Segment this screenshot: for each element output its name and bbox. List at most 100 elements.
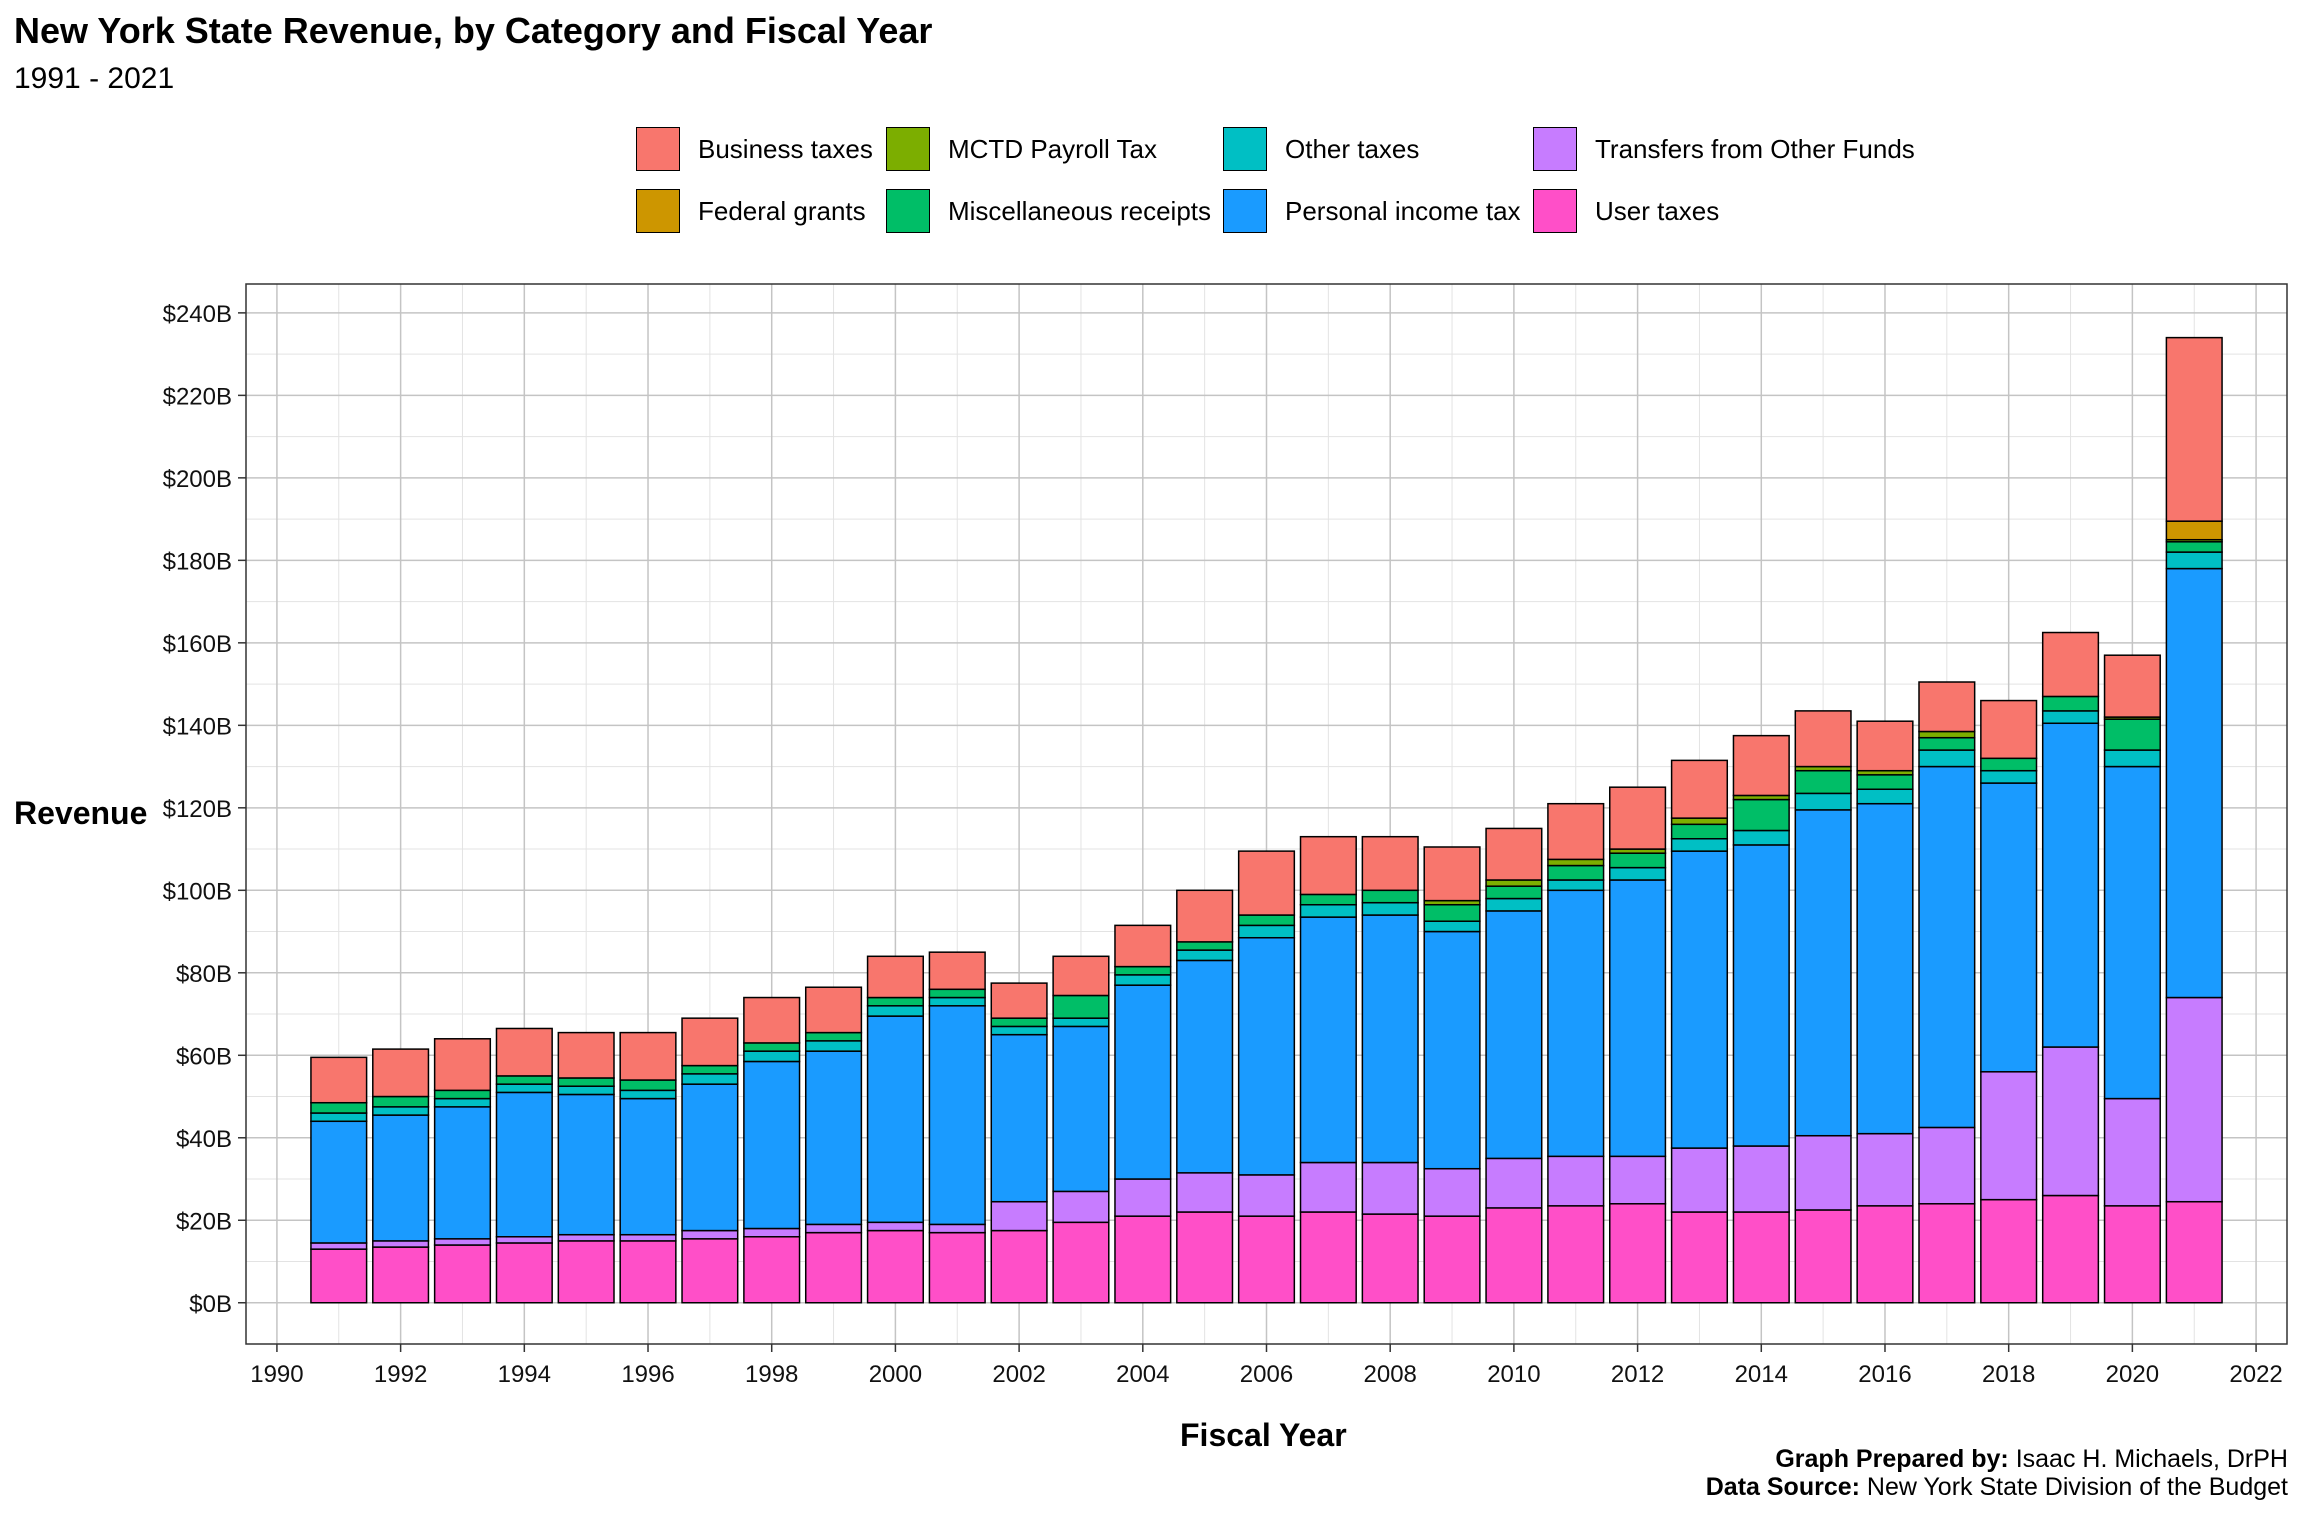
bar-segment [310,1101,368,1114]
bar-segment [866,1221,924,1232]
bar-segment [1609,879,1667,1158]
x-tick-label: 1994 [498,1361,551,1388]
bar-segment [557,1240,615,1304]
bar-segment [2103,1097,2161,1207]
bar-segment [743,1060,801,1230]
bar-segment [1732,844,1790,1147]
bar-segment [372,1246,430,1304]
bar-segment [681,1064,739,1075]
bar-segment [557,1085,615,1096]
legend-label: Other taxes [1285,133,1420,164]
bar-segment [1547,1155,1605,1207]
legend-swatch [1223,189,1267,233]
bar-segment [743,1227,801,1238]
legend-swatch [886,127,930,171]
x-axis-label: Fiscal Year [1180,1417,1347,1453]
bar-segment [2041,1046,2100,1197]
bar-segment [804,1231,863,1304]
legend-label: MCTD Payroll Tax [948,133,1158,164]
bar-segment [433,1038,492,1092]
bar-segment [495,1083,553,1094]
bar-segment [1856,774,1914,791]
bar-segment [1670,1211,1729,1304]
legend-swatch [1533,189,1577,233]
bar-segment [1299,903,1357,918]
bar-segment [433,1097,492,1108]
bar-segment [495,1075,553,1085]
bar-segment [1918,765,1976,1129]
bar-segment [495,1236,553,1244]
bar-segment [1361,889,1419,904]
bar-segment [1547,864,1605,881]
bar-segment [990,1033,1048,1203]
bar-segment [2041,1194,2100,1304]
legend-swatch [886,189,930,233]
bar-segment [1052,955,1110,997]
y-tick-label: $180B [163,548,232,575]
x-tick-label: 1998 [745,1361,798,1388]
bar-segment [1114,1215,1172,1304]
bar-segment [866,1015,924,1224]
bar-segment [1609,786,1667,850]
legend-swatch [1223,127,1267,171]
bar-segment [1609,866,1667,881]
bar-segment [1237,1174,1296,1217]
bar-segment [1361,1213,1419,1304]
bar-segment [804,1040,863,1052]
bar-segment [2041,722,2100,1048]
bar-segment [928,1223,986,1234]
bar-segment [1299,893,1357,906]
bar-segment [866,1229,924,1304]
bar-segment [433,1089,492,1100]
bar-segment [1980,1198,2038,1304]
bar-segment [1176,1211,1234,1304]
legend-item: Personal income tax [1223,188,1521,234]
bar-segment [2103,718,2161,751]
bar-segment [1299,1161,1357,1213]
y-tick-label: $80B [176,961,232,988]
bar-segment [1918,1126,1976,1205]
bar-segment [866,1005,924,1017]
bar-segment [1052,1017,1110,1028]
bar-segment [1547,889,1605,1158]
legend-label: Business taxes [698,133,873,164]
bar-segment [1485,1157,1543,1209]
bar-segment [928,996,986,1007]
bar-segment [619,1240,677,1304]
bar-segment [1856,802,1914,1135]
bar-segment [1547,879,1605,892]
bar-segment [310,1056,368,1104]
bar-segment [1361,835,1419,892]
bar-segment [1732,1211,1790,1304]
bar-segment [1052,1025,1110,1193]
bar-segment [2165,567,2223,999]
bar-segment [2165,336,2223,522]
legend-item: MCTD Payroll Tax [886,126,1157,172]
bar-segment [1980,1071,2038,1201]
bar-segment [2103,654,2161,718]
bar-segment [1547,858,1605,867]
bar-segment [1485,827,1543,881]
bar-segment [1980,699,2038,760]
bar-segment [2165,1200,2223,1304]
x-tick-label: 2004 [1116,1361,1169,1388]
bar-segment [990,982,1048,1019]
bar-segment [804,986,863,1034]
bar-segment [1237,914,1296,927]
legend-swatch [636,189,680,233]
x-tick-label: 1992 [374,1361,427,1388]
bar-segment [619,1031,677,1081]
x-tick-label: 2000 [869,1361,922,1388]
bar-segment [928,988,986,999]
bar-segment [1794,1134,1852,1211]
bar-segment [928,951,986,991]
bar-segment [681,1238,739,1304]
bar-segment [310,1112,368,1123]
bar-segment [557,1031,615,1079]
bar-segment [495,1242,553,1304]
bar-segment [1609,852,1667,869]
bar-segment [2103,1205,2161,1304]
y-tick-label: $40B [176,1126,232,1153]
x-tick-label: 2006 [1240,1361,1293,1388]
